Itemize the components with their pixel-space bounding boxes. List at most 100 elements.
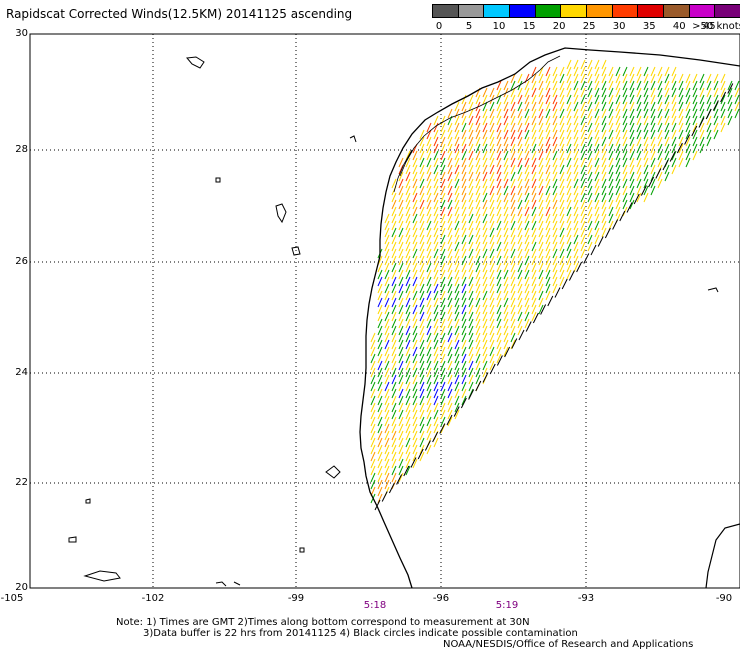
wind-barb (496, 94, 502, 105)
wind-barb (629, 192, 635, 203)
wind-barb (636, 150, 642, 161)
wind-barb (678, 129, 684, 140)
wind-barb (433, 332, 439, 343)
wind-barb (566, 157, 572, 168)
wind-barb (580, 122, 586, 133)
wind-barb (503, 332, 509, 343)
wind-barb (671, 87, 677, 98)
wind-barb (419, 143, 425, 154)
wind-barb (538, 66, 544, 77)
wind-barb (426, 346, 432, 357)
wind-barb (601, 157, 607, 168)
wind-barb (398, 311, 404, 322)
wind-barb (559, 171, 565, 182)
wind-barb (412, 451, 418, 462)
wind-barb (531, 122, 537, 133)
wind-barb (531, 213, 537, 224)
wind-barb (503, 262, 509, 273)
map-title: Rapidscat Corrected Winds(12.5KM) 201411… (6, 7, 353, 21)
wind-barb (370, 395, 376, 406)
wind-barb (706, 87, 712, 98)
wind-barb (468, 304, 474, 315)
wind-barb (594, 150, 600, 161)
wind-barb (461, 374, 467, 385)
wind-barb (601, 192, 607, 203)
wind-barb (650, 108, 656, 119)
wind-barb (482, 304, 488, 315)
wind-barb (608, 129, 614, 140)
wind-barb (517, 171, 523, 182)
wind-barb (419, 129, 425, 140)
wind-barb (531, 87, 537, 98)
wind-barb (440, 367, 446, 378)
wind-barb (433, 416, 439, 427)
wind-barb (587, 199, 593, 210)
wind-barb (503, 178, 509, 189)
wind-barb (601, 136, 607, 147)
wind-barb (517, 325, 523, 336)
wind-barb (370, 388, 376, 399)
wind-barb (468, 185, 474, 196)
wind-barb (496, 101, 502, 112)
wind-barb (377, 458, 383, 469)
wind-barb (517, 87, 523, 98)
wind-barb (405, 199, 411, 210)
wind-barb (580, 199, 586, 210)
wind-barb (412, 304, 418, 315)
wind-barb (587, 94, 593, 105)
wind-barb (699, 94, 705, 105)
wind-barb (517, 122, 523, 133)
wind-barb-edge (396, 474, 403, 485)
wind-barb (552, 122, 558, 133)
wind-barb (482, 220, 488, 231)
wind-barb (608, 185, 614, 196)
wind-barb (454, 353, 460, 364)
wind-barb (377, 304, 383, 315)
wind-barb (594, 206, 600, 217)
wind-barb (433, 318, 439, 329)
wind-barb (503, 185, 509, 196)
wind-barb (433, 339, 439, 350)
wind-barb (552, 276, 558, 287)
lon-label: -93 (577, 593, 595, 604)
wind-barb (475, 178, 481, 189)
wind-barb (573, 143, 579, 154)
wind-barb (489, 234, 495, 245)
wind-barb (685, 108, 691, 119)
wind-barb (510, 220, 516, 231)
note-line-2: 3)Data buffer is 22 hrs from 20141125 4)… (143, 628, 578, 639)
wind-barb (629, 101, 635, 112)
wind-barb-edge (576, 261, 583, 273)
wind-barb (629, 199, 635, 210)
wind-barb (538, 80, 544, 91)
wind-barb (622, 87, 628, 98)
wind-barb (657, 129, 663, 140)
wind-barb (398, 451, 404, 462)
wind-barb (426, 248, 432, 259)
wind-barb (447, 360, 453, 371)
wind-barb (419, 409, 425, 420)
wind-barb (398, 213, 404, 224)
wind-barb (699, 108, 705, 119)
wind-barb (454, 129, 460, 140)
wind-barb (461, 220, 467, 231)
wind-barb-edge (561, 278, 568, 290)
wind-barb (412, 374, 418, 385)
wind-barb (440, 192, 446, 203)
wind-barb (608, 94, 614, 105)
wind-barb (573, 255, 579, 266)
wind-barb (573, 136, 579, 147)
wind-barb (370, 423, 376, 434)
wind-barb (643, 87, 649, 98)
wind-barb (664, 80, 670, 91)
wind-barb-edge (648, 176, 655, 188)
wind-barb (482, 367, 488, 378)
wind-barb (559, 234, 565, 245)
wind-barb (391, 346, 397, 357)
wind-barb (461, 360, 467, 371)
wind-barb (398, 381, 404, 392)
wind-barb (573, 248, 579, 259)
wind-barb (454, 332, 460, 343)
wind-barb (405, 374, 411, 385)
wind-barb (489, 157, 495, 168)
